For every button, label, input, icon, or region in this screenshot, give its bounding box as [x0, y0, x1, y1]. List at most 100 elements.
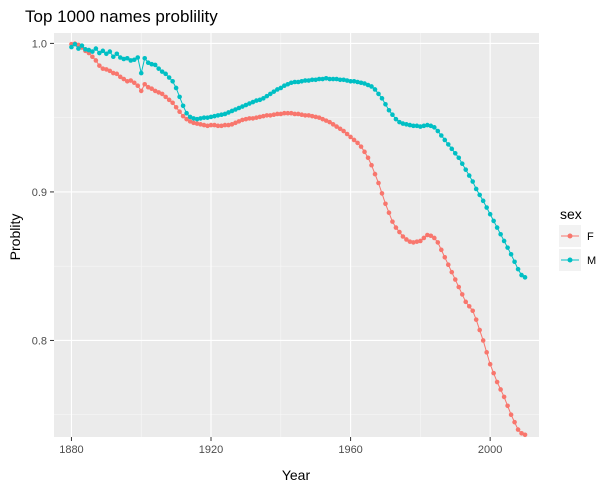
data-point-f: [466, 303, 472, 309]
data-point-m: [501, 238, 507, 244]
series-layer: [69, 41, 528, 438]
data-point-f: [313, 114, 318, 120]
data-point-f: [159, 91, 165, 97]
data-point-m: [362, 81, 367, 86]
data-point-f: [97, 63, 102, 68]
data-point-m: [163, 71, 168, 77]
axes: 1880 1920 1960 2000 0.8 0.9 1.0: [32, 38, 503, 456]
data-point-f: [365, 155, 371, 161]
data-point-f: [124, 78, 130, 84]
data-point-f: [275, 111, 280, 117]
data-point-m: [466, 173, 472, 178]
data-point-m: [320, 76, 325, 82]
data-point-f: [515, 427, 521, 432]
data-point-f: [501, 394, 507, 400]
data-point-m: [522, 275, 528, 280]
data-point-m: [229, 108, 235, 114]
data-point-m: [240, 104, 245, 109]
data-point-m: [494, 225, 500, 230]
data-point-f: [135, 83, 141, 89]
data-point-f: [226, 122, 231, 128]
data-point-f: [334, 124, 339, 129]
data-point-m: [432, 125, 437, 130]
data-point-m: [191, 116, 196, 121]
data-point-f: [432, 235, 437, 241]
data-point-f: [425, 232, 430, 238]
data-point-m: [135, 55, 141, 60]
data-point-f: [166, 97, 172, 103]
data-point-f: [271, 112, 277, 117]
data-point-m: [159, 69, 165, 74]
data-point-m: [439, 133, 444, 138]
data-point-m: [397, 119, 402, 125]
data-point-f: [491, 370, 496, 376]
data-point-m: [358, 80, 364, 86]
data-point-m: [355, 79, 360, 85]
data-point-m: [212, 113, 217, 119]
data-point-m: [491, 218, 496, 224]
y-axis-title: Problity: [7, 214, 23, 261]
data-point-f: [240, 117, 245, 123]
data-point-f: [104, 67, 109, 72]
x-tick-label: 1920: [199, 444, 223, 456]
data-point-m: [128, 58, 134, 63]
data-point-f: [390, 219, 395, 224]
data-point-m: [295, 79, 301, 85]
data-point-m: [459, 161, 465, 167]
data-point-m: [519, 272, 524, 278]
data-point-f: [111, 70, 116, 76]
data-point-m: [198, 116, 203, 121]
data-point-m: [236, 105, 242, 111]
data-point-m: [278, 85, 284, 91]
data-point-f: [138, 88, 144, 94]
data-point-m: [452, 151, 458, 156]
x-tick-label: 1880: [59, 444, 83, 456]
x-tick-label: 2000: [478, 444, 502, 456]
data-point-m: [93, 46, 99, 51]
data-point-m: [90, 49, 95, 54]
data-point-f: [107, 68, 113, 74]
data-point-m: [292, 79, 298, 85]
chart-title: Top 1000 names problility: [25, 7, 218, 26]
data-point-m: [480, 198, 486, 204]
data-point-f: [128, 78, 134, 83]
data-point-m: [404, 122, 409, 127]
data-point-f: [341, 128, 346, 134]
data-point-m: [257, 97, 263, 103]
data-point-m: [288, 80, 294, 86]
data-point-f: [362, 149, 367, 155]
data-point-m: [337, 77, 343, 83]
legend-title: sex: [560, 206, 582, 222]
data-point-f: [229, 122, 235, 127]
x-axis-title: Year: [282, 467, 311, 483]
data-point-f: [456, 284, 462, 290]
data-point-m: [76, 46, 81, 51]
data-point-f: [439, 247, 444, 253]
data-point-f: [428, 233, 434, 239]
data-point-f: [243, 116, 249, 122]
data-point-f: [386, 210, 392, 216]
data-point-m: [83, 47, 88, 52]
data-point-m: [351, 78, 357, 84]
data-point-f: [421, 235, 427, 241]
x-tick-label: 1960: [338, 444, 362, 456]
data-point-f: [473, 317, 479, 322]
data-point-f: [254, 115, 259, 120]
data-point-f: [348, 134, 353, 140]
data-point-m: [173, 85, 179, 91]
data-point-f: [187, 119, 193, 124]
data-point-f: [131, 80, 137, 86]
data-point-f: [522, 432, 528, 438]
data-point-f: [215, 123, 221, 129]
data-point-m: [348, 78, 353, 84]
data-point-f: [236, 119, 242, 124]
data-point-m: [498, 231, 503, 237]
data-point-m: [445, 142, 451, 147]
data-point-m: [285, 81, 291, 87]
legend-point-f: [567, 233, 573, 239]
data-point-m: [275, 87, 280, 92]
data-point-m: [201, 115, 207, 120]
data-point-f: [121, 76, 127, 82]
data-point-f: [309, 113, 315, 119]
data-point-m: [390, 112, 395, 117]
